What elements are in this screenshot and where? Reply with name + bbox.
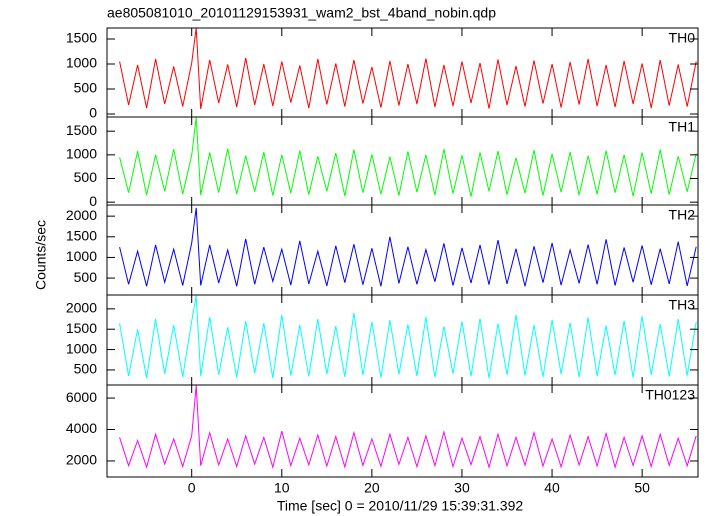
- series-line: [119, 295, 697, 379]
- y-tick-label: 0: [89, 105, 97, 121]
- y-tick-label: 1000: [66, 340, 97, 356]
- y-tick-label: 1500: [66, 320, 97, 336]
- panel-frame: [106, 384, 699, 478]
- y-tick-label: 500: [74, 80, 98, 96]
- y-tick-label: 1500: [66, 122, 97, 138]
- series-line: [119, 117, 697, 197]
- y-tick-label: 1000: [66, 248, 97, 264]
- x-tick-label: 40: [544, 480, 560, 496]
- panel-label: TH0: [669, 30, 696, 46]
- panel-label: TH0123: [645, 387, 695, 403]
- panel-label: TH2: [669, 207, 696, 223]
- series-line: [119, 385, 697, 470]
- x-tick-label: 50: [634, 480, 650, 496]
- y-axis-label: Counts/sec: [33, 220, 49, 290]
- y-tick-label: 4000: [66, 420, 97, 436]
- x-axis-label: Time [sec] 0 = 2010/11/29 15:39:31.392: [277, 498, 524, 514]
- panel-label: TH3: [669, 297, 696, 313]
- y-tick-label: 500: [74, 361, 98, 377]
- y-tick-label: 1000: [66, 146, 97, 162]
- y-tick-label: 500: [74, 169, 98, 185]
- y-tick-label: 0: [89, 193, 97, 209]
- y-tick-label: 2000: [66, 452, 97, 468]
- series-line: [119, 27, 697, 110]
- y-tick-label: 500: [74, 269, 98, 285]
- chart-title: ae805081010_20101129153931_wam2_bst_4ban…: [107, 5, 496, 21]
- y-tick-label: 1500: [66, 227, 97, 243]
- panel-label: TH1: [669, 119, 696, 135]
- y-tick-label: 1000: [66, 55, 97, 71]
- y-tick-label: 2000: [66, 207, 97, 223]
- x-tick-label: 0: [188, 480, 196, 496]
- x-tick-label: 20: [364, 480, 380, 496]
- x-tick-label: 30: [454, 480, 470, 496]
- series-line: [119, 207, 697, 287]
- y-tick-label: 1500: [66, 30, 97, 46]
- y-tick-label: 2000: [66, 300, 97, 316]
- y-tick-label: 6000: [66, 389, 97, 405]
- x-tick-label: 10: [274, 480, 290, 496]
